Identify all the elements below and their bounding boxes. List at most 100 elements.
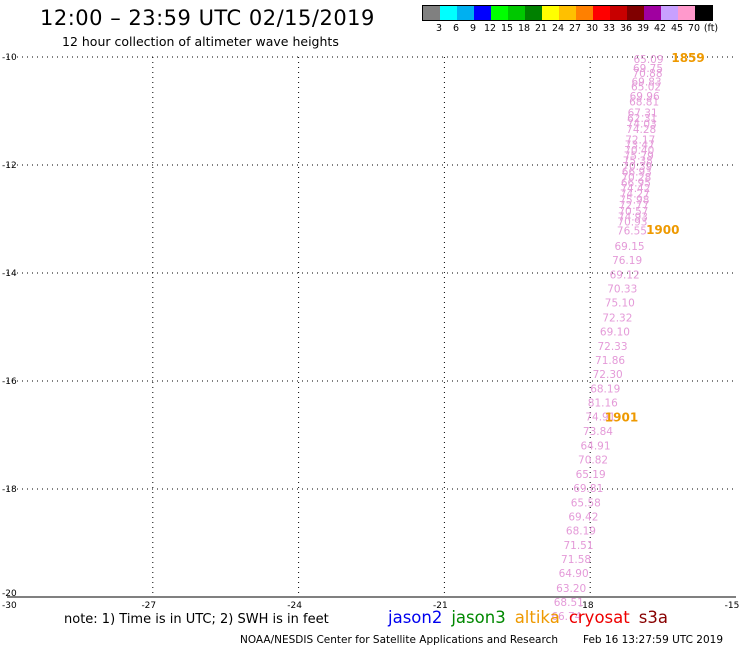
wave-height-label: 75.38 [623, 156, 653, 168]
x-tick-label: -15 [725, 601, 740, 611]
x-tick-label: -24 [287, 601, 302, 611]
color-swatch [559, 6, 576, 20]
y-tick-label: -16 [2, 377, 17, 387]
wave-height-label: 69.12 [610, 270, 640, 282]
wave-height-label: 69.75 [633, 63, 663, 75]
wave-height-label: 69.96 [630, 91, 660, 103]
color-swatch [440, 6, 457, 20]
wave-height-label: 75.98 [619, 195, 649, 207]
wave-height-label: 72.30 [593, 369, 623, 381]
wave-height-label: 69.81 [573, 483, 603, 495]
color-scale-label: 3 [435, 23, 443, 34]
y-tick-label: -20 [2, 589, 17, 599]
wave-height-label: 74.93 [618, 211, 648, 223]
wave-height-label: 75.79 [624, 150, 654, 162]
wave-height-label: 65.58 [571, 498, 601, 510]
wave-height-label: 76.55 [617, 225, 647, 237]
wave-height-label: 68.51 [554, 597, 584, 609]
y-tick-label: -12 [2, 161, 17, 171]
color-scale-label: 42 [653, 23, 667, 34]
wave-height-label: 65.02 [631, 82, 661, 94]
wave-height-label: 71.86 [595, 355, 625, 367]
wave-height-label: 71.51 [563, 540, 593, 552]
wave-height-label: 74.42 [620, 183, 650, 195]
y-tick-label: -10 [2, 53, 17, 63]
satellite-legend-s3a: s3a [638, 608, 668, 627]
color-scale-label: 39 [636, 23, 650, 34]
satellite-legend-altika: altika [514, 608, 560, 627]
time-annotation: 1900 [646, 223, 679, 237]
satellite-legend: jason2 jason3 altika cryosat s3a [388, 608, 677, 627]
satellite-legend-cryosat: cryosat [568, 608, 630, 627]
color-scale-unit: (ft) [703, 23, 719, 34]
wave-height-label: 68.19 [566, 526, 596, 538]
wave-height-label: 70.40 [624, 145, 654, 157]
time-annotation: 1901 [605, 411, 638, 425]
color-swatch [423, 6, 440, 20]
wave-height-label: 65.09 [633, 54, 663, 66]
color-scale-swatches [422, 5, 713, 21]
wave-height-label: 74.91 [585, 412, 615, 424]
color-scale-label: 30 [585, 23, 599, 34]
wave-height-label: 70.82 [578, 454, 608, 466]
wave-height-label: 75.10 [605, 298, 635, 310]
color-scale-label: 45 [670, 23, 684, 34]
color-scale-label: 6 [452, 23, 460, 34]
wave-height-label: 73.84 [583, 426, 613, 438]
wave-height-label: 70.93 [617, 217, 647, 229]
wave-height-label: 76.19 [612, 255, 642, 267]
wave-height-label: 64.91 [580, 440, 610, 452]
color-swatch [678, 6, 695, 20]
wave-height-label: 74.28 [626, 124, 656, 136]
color-scale-label: 21 [534, 23, 548, 34]
color-swatch [491, 6, 508, 20]
color-swatch [457, 6, 474, 20]
wave-height-label: 70.88 [632, 68, 662, 80]
wave-height-label: 66.74 [551, 611, 581, 623]
color-swatch [627, 6, 644, 20]
color-swatch [474, 6, 491, 20]
color-scale-label: 36 [619, 23, 633, 34]
wave-height-label: 71.58 [561, 554, 591, 566]
wave-height-label: 72.17 [625, 135, 655, 147]
color-swatch [593, 6, 610, 20]
color-swatch [644, 6, 661, 20]
wave-height-label: 63.20 [556, 583, 586, 595]
wave-height-label: 72.77 [619, 200, 649, 212]
wave-height-label: 69.83 [632, 76, 662, 88]
time-annotation: 1859 [671, 51, 704, 65]
grid-lines [7, 56, 736, 597]
color-swatch [610, 6, 627, 20]
wave-height-label: 69.10 [600, 326, 630, 338]
x-tick-label: -30 [2, 601, 17, 611]
chart-subtitle: 12 hour collection of altimeter wave hei… [62, 34, 339, 49]
color-scale-legend: 3 6 9 12 15 18 21 24 27 30 33 36 39 42 45 70 (ft) [422, 5, 718, 34]
footer-organization: NOAA/NESDIS Center for Satellite Applica… [240, 634, 558, 646]
color-swatch [542, 6, 559, 20]
wave-height-label: 72.32 [602, 312, 632, 324]
x-tick-label: -27 [141, 601, 156, 611]
wave-height-label: 65.19 [576, 469, 606, 481]
wave-height-label: 69.15 [615, 241, 645, 253]
footer-timestamp: Feb 16 13:27:59 UTC 2019 [583, 634, 723, 646]
wave-height-label: 68.19 [590, 384, 620, 396]
color-scale-label: 15 [500, 23, 514, 34]
wave-height-label: 74.03 [627, 118, 657, 130]
units-note: note: 1) Time is in UTC; 2) SWH is in fe… [64, 612, 329, 627]
color-swatch [661, 6, 678, 20]
axis-ticks: -30 -27 -24 -21 -18 -15 -10 -12 -14 -16 -18 -20 [2, 53, 739, 611]
y-tick-label: -14 [2, 269, 17, 279]
color-scale-label: 12 [483, 23, 497, 34]
time-annotations: 1859 1900 1901 [605, 51, 705, 425]
x-tick-label: -18 [579, 601, 594, 611]
color-swatch [695, 6, 712, 20]
color-scale-label: 33 [602, 23, 616, 34]
color-scale-label: 27 [568, 23, 582, 34]
wave-height-label: 74.27 [620, 189, 650, 201]
y-tick-label: -18 [2, 485, 17, 495]
chart-title: 12:00 – 23:59 UTC 02/15/2019 [40, 6, 375, 30]
color-swatch [525, 6, 542, 20]
wave-height-label: 68.81 [629, 96, 659, 108]
wave-height-label: 81.16 [588, 398, 618, 410]
